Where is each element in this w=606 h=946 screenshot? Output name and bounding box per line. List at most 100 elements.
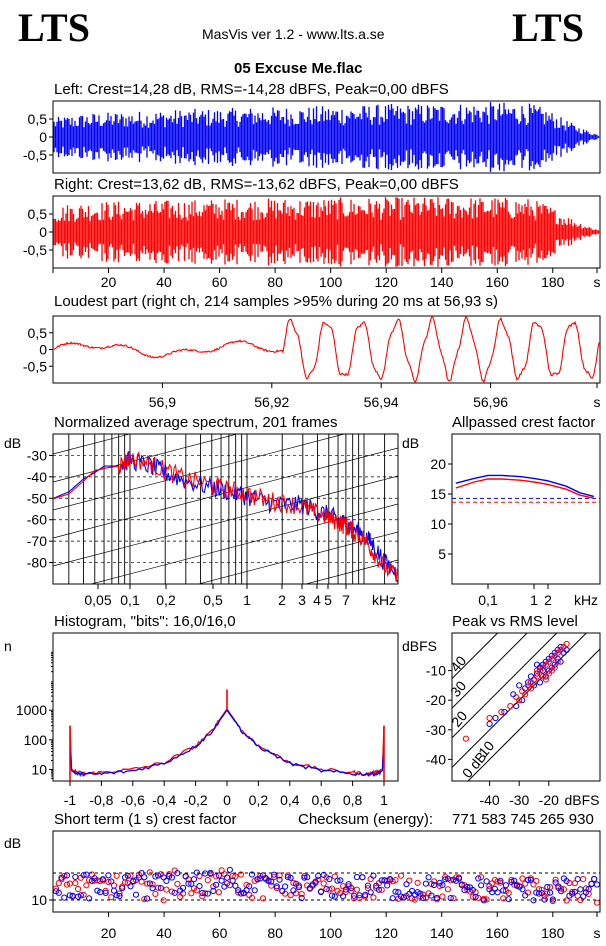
short-crest-point-left [246,883,253,890]
short-crest-point-right [353,886,360,893]
short-crest-point-right [202,890,209,897]
short-crest-xtick-label: 180 [541,925,565,941]
peak-rms-ylabel: dBFS [402,638,437,654]
short-crest-point-left [248,871,256,878]
short-crest-point-left [362,891,369,899]
peak-rms-crest-line [452,633,528,709]
short-crest-point-left [168,874,175,881]
allpass-xtick-label: 0,1 [478,592,498,608]
short-crest-point-left [232,882,239,889]
short-crest-ytick-label: 10 [31,892,47,908]
short-crest-point-right [367,876,374,883]
short-crest-point-right [348,887,355,894]
spectrum-ytick-label: -70 [27,533,47,549]
peak-rms-xtick-label: -20 [539,792,559,808]
short-crest-point-left [574,876,581,883]
short-crest-point-left [367,889,374,896]
peak-rms-point-right [530,676,538,683]
peak-rms-point-left [557,643,564,651]
short-crest-point-left [149,885,156,892]
short-crest-point-left [254,876,261,883]
short-crest-point-left [105,872,112,879]
short-crest-point-right [494,878,501,885]
short-crest-point-right [356,894,363,902]
short-crest-point-right [146,869,153,876]
spectrum-slope-line [53,252,398,342]
short-crest-point-left [547,889,554,896]
short-crest-xtick-label: 60 [212,925,228,941]
histogram-xtick-label: -0,6 [121,792,145,808]
spectrum-xtick-label: 4 [313,592,321,608]
peak-rms-xtick-label: -40 [479,792,499,808]
short-crest-plot-area [52,830,601,913]
left-ytick-label: 0 [39,129,47,145]
short-crest-point-right [237,871,244,878]
allpass-xtick-label: 2 [544,592,552,608]
spectrum-slope-line [53,616,398,706]
spectrum-plot-area [52,433,399,585]
short-crest-point-left [375,886,382,893]
short-crest-point-right [221,871,228,878]
short-crest-point-left [558,888,565,895]
spectrum-slope-line [197,531,398,584]
spectrum-xtick-label: 0,1 [120,592,140,608]
short-crest-point-right [469,893,476,900]
short-crest-point-left [317,888,325,896]
short-crest-point-left [179,884,187,892]
short-crest-point-right [552,876,559,883]
spectrum-ytick-label: -30 [27,447,47,463]
short-crest-xtick-label: 80 [267,925,283,941]
histogram-ylabel: n [4,638,12,654]
short-crest-point-left [132,891,140,898]
short-crest-point-left [580,893,587,900]
short-crest-point-left [417,890,424,897]
short-crest-point-right [364,885,371,892]
loudest-xtick-label: 56,94 [364,394,399,410]
peak-rms-crest-label: 40 [447,653,469,675]
short-crest-point-left [152,873,159,880]
histogram-xtick-label: 0,4 [280,792,300,808]
short-crest-point-left [215,872,222,879]
short-crest-point-right [152,890,159,898]
short-crest-point-right [431,878,438,885]
short-crest-point-left [370,872,377,879]
right-ytick-label: 0 [39,224,47,240]
short-crest-point-left [124,872,131,879]
short-crest-point-left [497,877,504,885]
short-crest-point-right [193,887,200,894]
short-crest-point-left [328,892,336,899]
short-crest-point-left [273,883,280,890]
histogram-xtick-label: -1 [64,792,77,808]
short-crest-point-right [259,895,267,902]
short-crest-point-left [552,879,559,886]
peak-rms-point-right [462,735,469,742]
short-crest-point-right [127,872,134,879]
loudest-ytick-label: 0,5 [28,325,48,341]
loudest-ytick-label: 0 [39,342,47,358]
short-crest-point-left [58,874,65,881]
peak-rms-point-left [557,658,564,665]
short-crest-point-right [290,879,297,887]
short-crest-point-right [229,872,236,880]
short-crest-point-right [83,882,90,889]
short-crest-point-left [541,896,548,903]
peak-rms-xtick-label: dBFS [564,792,599,808]
short-crest-point-left [403,881,410,888]
histogram-xtick-label: -0,2 [184,792,208,808]
short-crest-point-left [174,870,181,877]
spectrum-slope-line [53,434,132,455]
peak-rms-point-left [501,708,508,716]
short-crest-point-left [157,885,164,892]
short-crest-point-right [108,894,115,901]
short-crest-point-right [582,885,590,892]
right-ytick-label: -0,5 [23,242,47,258]
short-crest-point-left [428,892,435,899]
short-crest-point-left [549,896,556,903]
allpass-ytick-label: 15 [430,486,446,502]
short-crest-point-left [66,892,73,899]
peak-rms-point-right [527,685,535,692]
short-crest-point-right [188,890,195,897]
short-crest-point-left [268,878,275,885]
short-crest-point-left [207,869,214,877]
